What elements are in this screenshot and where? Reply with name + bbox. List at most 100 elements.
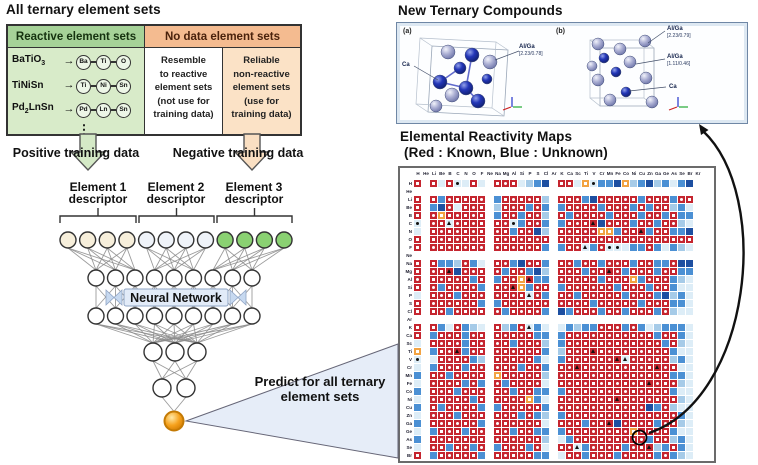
- heatmap-cell: [454, 364, 461, 371]
- heatmap-cell: [614, 452, 621, 459]
- heatmap-cell: [622, 436, 629, 443]
- heatmap-cell: [446, 180, 453, 187]
- square-marker-icon: [624, 382, 627, 385]
- square-marker-icon: [504, 278, 507, 281]
- heatmap-col-label: Ne: [487, 171, 493, 176]
- heatmap-cell: [558, 268, 565, 275]
- heatmap-cell: [518, 396, 525, 403]
- circle-marker-icon: [440, 230, 444, 234]
- square-marker-icon: [592, 382, 595, 385]
- heatmap-cell: [502, 228, 509, 235]
- heatmap-col-label: He: [423, 171, 429, 176]
- circle-marker-icon: [624, 414, 628, 418]
- heatmap-cell: [670, 220, 677, 227]
- heatmap-cell: [454, 292, 461, 299]
- heatmap-cell: [582, 204, 589, 211]
- triangle-marker-icon: [527, 293, 532, 298]
- circle-marker-icon: [576, 406, 580, 410]
- circle-marker-icon: [472, 238, 476, 242]
- heatmap-cell: [638, 436, 645, 443]
- square-marker-icon: [568, 350, 571, 353]
- heatmap-cell: [534, 244, 541, 251]
- heatmap-cell: [470, 436, 477, 443]
- heatmap-cell: [454, 332, 461, 339]
- heatmap-cell: [686, 364, 693, 371]
- heatmap-cell: [542, 204, 549, 211]
- heatmap-cell: [414, 332, 421, 339]
- heatmap-cell: [526, 340, 533, 347]
- heatmap-cell: [638, 308, 645, 315]
- square-marker-icon: [616, 390, 619, 393]
- heatmap-cell: [462, 204, 469, 211]
- heatmap-cell: [454, 420, 461, 427]
- circle-marker-icon: [640, 454, 644, 458]
- circle-marker-icon: [464, 270, 468, 274]
- heatmap-row-label: Ga: [405, 421, 412, 426]
- circle-marker-icon: [448, 406, 452, 410]
- circle-marker-icon: [640, 334, 644, 338]
- heatmap-cell: [430, 388, 437, 395]
- heatmap-cell: [622, 420, 629, 427]
- heatmap-cell: [494, 244, 501, 251]
- square-marker-icon: [568, 286, 571, 289]
- reactivity-subtitle: (Red : Known, Blue : Unknown): [404, 145, 608, 160]
- square-marker-icon: [672, 422, 675, 425]
- heatmap-cell: [542, 284, 549, 291]
- circle-marker-icon: [496, 342, 500, 346]
- heatmap-cell: [662, 220, 669, 227]
- square-marker-icon: [464, 310, 467, 313]
- square-marker-icon: [440, 246, 443, 249]
- triangle-marker-icon: [447, 269, 452, 274]
- heatmap-cell: [430, 340, 437, 347]
- heatmap-cell: [630, 260, 637, 267]
- square-marker-icon: [568, 246, 571, 249]
- heatmap-cell: [454, 372, 461, 379]
- heatmap-cell: [510, 356, 517, 363]
- square-marker-icon: [528, 358, 531, 361]
- heatmap-cell: [430, 324, 437, 331]
- heatmap-cell: [566, 412, 573, 419]
- heatmap-cell: [614, 404, 621, 411]
- circle-marker-icon: [648, 198, 652, 202]
- heatmap-col-label: Al: [511, 171, 517, 176]
- circle-marker-icon: [472, 270, 476, 274]
- heatmap-cell: [438, 180, 445, 187]
- heatmap-cell: [630, 180, 637, 187]
- heatmap-cell: [478, 268, 485, 275]
- dot-marker-icon: [511, 221, 516, 226]
- heatmap-cell: [534, 420, 541, 427]
- heatmap-cell: [630, 196, 637, 203]
- square-marker-icon: [576, 398, 579, 401]
- hidden-node: [143, 342, 163, 362]
- circle-marker-icon: [632, 294, 636, 298]
- circle-marker-icon: [592, 390, 596, 394]
- circle-marker-icon: [624, 422, 628, 426]
- square-marker-icon: [592, 398, 595, 401]
- heatmap-cell: [518, 340, 525, 347]
- heatmap-cell: [534, 180, 541, 187]
- circle-marker-icon: [504, 262, 508, 266]
- element-circle: Sn: [116, 102, 131, 118]
- heatmap-cell: [606, 356, 613, 363]
- no-data-header: No data element sets: [145, 26, 300, 48]
- square-marker-icon: [648, 366, 651, 369]
- heatmap-cell: [582, 364, 589, 371]
- heatmap-cell: [494, 300, 501, 307]
- circle-marker-icon: [448, 206, 452, 210]
- square-marker-icon: [480, 398, 483, 401]
- circle-marker-icon: [496, 350, 500, 354]
- heatmap-cell: [414, 436, 421, 443]
- square-marker-icon: [568, 342, 571, 345]
- heatmap-cell: [606, 428, 613, 435]
- square-marker-icon: [584, 302, 587, 305]
- hidden-node: [165, 342, 185, 362]
- bowtie-icon: [105, 289, 115, 306]
- heatmap-cell: [566, 332, 573, 339]
- heatmap-row-label: He: [406, 189, 412, 194]
- heatmap-cell: [454, 396, 461, 403]
- heatmap-row-label: Mn: [405, 373, 413, 378]
- square-marker-icon: [416, 326, 419, 329]
- heatmap-cell: [438, 228, 445, 235]
- reliable-line: (use for: [244, 95, 279, 107]
- circle-marker-icon: [624, 454, 628, 458]
